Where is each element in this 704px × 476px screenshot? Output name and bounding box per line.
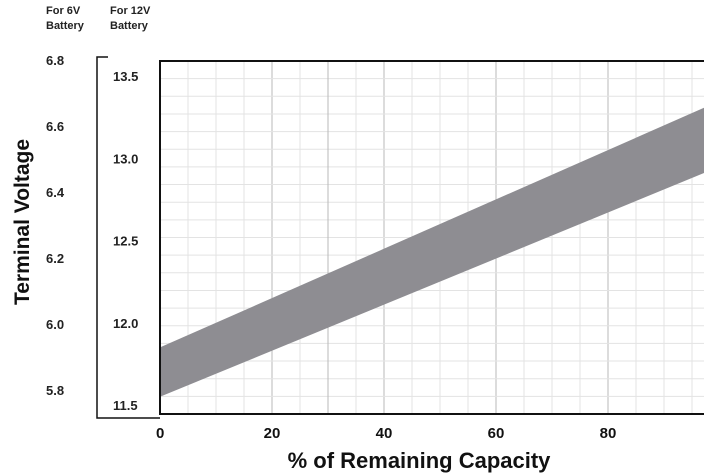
y-tick-6v: 6.6: [46, 119, 64, 134]
x-tick: 20: [264, 425, 281, 442]
y-tick-6v: 6.2: [46, 251, 64, 266]
y-ticks-12v: 11.5 12.0 12.5 13.0 13.5: [113, 69, 138, 413]
x-tick: 0: [156, 425, 164, 442]
x-tick: 40: [376, 425, 393, 442]
y-ticks-6v: 5.8 6.0 6.2 6.4 6.6 6.8: [46, 53, 65, 398]
x-tick: 60: [488, 425, 505, 442]
y-tick-12v: 12.0: [113, 316, 138, 331]
plot-frame: [159, 60, 704, 415]
y-tick-12v: 13.0: [113, 151, 138, 166]
x-tick: 80: [600, 425, 617, 442]
y-tick-6v: 6.8: [46, 53, 64, 68]
voltage-band: [160, 107, 704, 397]
y-tick-12v: 12.5: [113, 234, 138, 249]
x-ticks: 020406080100: [156, 425, 617, 442]
header-12v-line2: Battery: [110, 20, 149, 32]
y-tick-6v: 6.0: [46, 317, 64, 332]
y-axis-label: Terminal Voltage: [11, 139, 34, 305]
y-tick-12v: 11.5: [113, 398, 138, 413]
y-tick-12v: 13.5: [113, 69, 138, 84]
header-12v-line1: For 12V: [110, 5, 151, 17]
y-tick-6v: 6.4: [46, 185, 65, 200]
header-6v-line1: For 6V: [46, 5, 81, 17]
x-axis-label: % of Remaining Capacity: [288, 448, 552, 473]
y-axis-bracket: [96, 56, 160, 419]
header-6v-line2: Battery: [46, 20, 85, 32]
y-tick-6v: 5.8: [46, 383, 64, 398]
